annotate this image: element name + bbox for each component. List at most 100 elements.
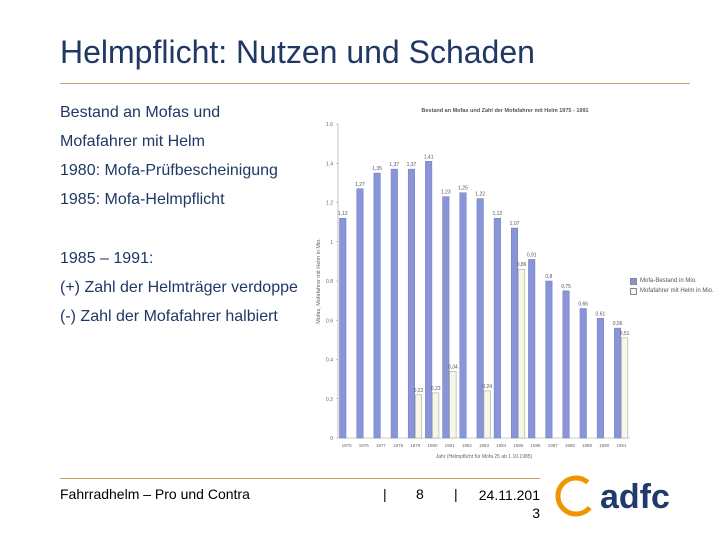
bar-mofa-bestand	[390, 168, 398, 439]
data-label: 0,51	[620, 331, 630, 337]
logo-text: adfc	[600, 478, 670, 516]
x-tick-label: 1976	[359, 443, 370, 448]
y-axis-label: Mofas, Mofafahrer mit Helm in Mio.	[316, 238, 322, 324]
data-label: 1,22	[475, 192, 485, 198]
x-tick-label: 1988	[565, 443, 576, 448]
bullet-spacer	[60, 214, 380, 244]
x-tick-label: 1980	[427, 443, 438, 448]
chart: Bestand an Mofas und Zahl der Mofafahrer…	[316, 108, 630, 460]
y-tick-label: 1.2	[326, 201, 333, 207]
legend-item: Mofa-Bestand in Mio.	[630, 276, 714, 286]
y-tick-label: 0.4	[326, 358, 333, 364]
x-tick-label: 1978	[393, 443, 404, 448]
x-tick-label: 1981	[445, 443, 456, 448]
data-label: 1,35	[372, 166, 382, 172]
data-label: 1,12	[338, 211, 348, 217]
slide-title: Helmpflicht: Nutzen und Schaden	[60, 34, 535, 70]
bar-helm	[414, 394, 423, 439]
data-label: 0,61	[596, 311, 606, 317]
adfc-logo: adfc	[555, 475, 670, 517]
bar-mofa-bestand	[425, 161, 433, 439]
bar-mofa-bestand	[528, 259, 536, 439]
y-tick-label: 1	[330, 240, 333, 246]
data-label: 0,66	[578, 301, 588, 307]
data-label: 1,41	[424, 154, 434, 160]
x-tick-label: 1987	[548, 443, 559, 448]
data-label: 1,12	[492, 211, 502, 217]
bullet-line: 1985 – 1991:	[60, 250, 154, 267]
bar-mofa-bestand	[373, 172, 381, 439]
bullet-line: (+) Zahl der Helmträger verdoppe	[60, 279, 298, 296]
bar-mofa-bestand	[579, 308, 587, 439]
bar-mofa-bestand	[459, 192, 467, 439]
x-tick-label: 1985	[513, 443, 524, 448]
data-label: 0,56	[613, 321, 623, 327]
legend-label: Mofa-Bestand in Mio.	[640, 278, 697, 284]
bar-helm	[449, 371, 457, 439]
y-tick-label: 0.2	[326, 397, 333, 403]
y-tick-label: 0.8	[326, 279, 333, 285]
bullet-line: (-) Zahl der Mofafahrer halbiert	[60, 308, 278, 325]
x-tick-label: 1977	[376, 443, 387, 448]
x-tick-label: 1986	[531, 443, 542, 448]
x-tick-label: 1984	[496, 443, 507, 448]
x-tick-label: 1989	[582, 443, 593, 448]
bullet-line: Bestand an Mofas und	[60, 104, 221, 121]
data-label: 0,8	[545, 274, 552, 280]
y-tick-label: 0	[330, 436, 333, 442]
bullet-line: Mofafahrer mit Helm	[60, 133, 205, 150]
data-label: 1,25	[458, 186, 468, 192]
chart-title: Bestand an Mofas und Zahl der Mofafahrer…	[421, 108, 588, 114]
page-number: 8	[416, 486, 424, 502]
legend-item: Mofafahrer mit Helm in Mio.	[630, 286, 714, 296]
data-label: 1,07	[510, 221, 520, 227]
footer-title: Fahrradhelm – Pro und Contra	[60, 486, 250, 502]
x-tick-label: 1991	[616, 443, 627, 448]
chart-legend: Mofa-Bestand in Mio. Mofafahrer mit Helm…	[630, 276, 714, 296]
x-tick-label: 1982	[462, 443, 473, 448]
data-label: 0,86	[517, 262, 527, 268]
bar-mofa-bestand	[356, 188, 364, 439]
bar-mofa-bestand	[545, 280, 553, 439]
bar-mofa-bestand	[442, 196, 450, 439]
title-rule	[60, 83, 690, 84]
legend-swatch-primary	[630, 277, 637, 285]
bar-helm	[621, 337, 629, 439]
data-label: 1,27	[355, 182, 365, 188]
x-tick-label: 1983	[479, 443, 490, 448]
data-label: 0,91	[527, 252, 537, 258]
bar-mofa-bestand	[596, 318, 604, 439]
data-label: 0,75	[561, 284, 571, 290]
footer-separator: |	[454, 486, 458, 502]
data-label: 0,24	[482, 384, 492, 390]
data-label: 1,37	[407, 162, 417, 168]
bar-mofa-bestand	[493, 217, 501, 439]
bullet-list: Bestand an Mofas und Mofafahrer mit Helm…	[60, 98, 380, 331]
x-tick-label: 1990	[599, 443, 610, 448]
x-tick-label: 1975	[342, 443, 353, 448]
bar-helm	[518, 268, 526, 439]
footer-date-line2: 3	[532, 505, 540, 521]
bar-helm	[483, 390, 491, 439]
footer-separator: |	[383, 486, 387, 502]
y-tick-label: 1.6	[326, 122, 333, 128]
data-label: 1,37	[389, 162, 399, 168]
data-label: 1,23	[441, 190, 451, 196]
bullet-line: 1980: Mofa-Prüfbescheinigung	[60, 162, 278, 179]
x-tick-label: 1979	[410, 443, 421, 448]
bar-mofa-bestand	[339, 217, 347, 439]
bar-mofa-bestand	[476, 198, 484, 439]
data-label: 0,23	[431, 386, 441, 392]
logo-ring-icon	[555, 475, 597, 517]
x-axis-label: Jahr (Helmpflicht für Mofa 25 ab 1.10.19…	[436, 454, 533, 460]
footer-date: 24.11.201 3	[470, 486, 540, 522]
bar-mofa-bestand	[511, 227, 519, 439]
legend-swatch-secondary	[630, 287, 637, 295]
y-tick-label: 0.6	[326, 318, 333, 324]
footer-date-line1: 24.11.201	[478, 487, 540, 503]
bar-helm	[432, 392, 440, 439]
data-label: 0,22	[414, 388, 424, 394]
bar-mofa-bestand	[407, 168, 415, 439]
data-label: 0,34	[448, 364, 458, 370]
bar-mofa-bestand	[562, 290, 570, 439]
